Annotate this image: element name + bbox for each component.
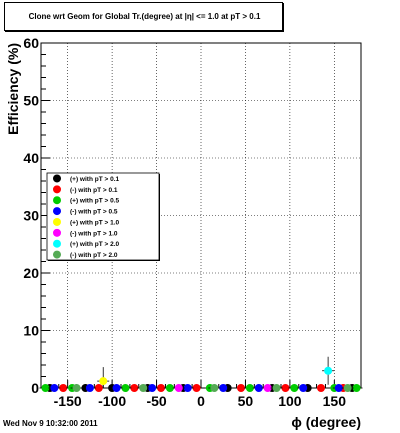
legend-marker: [53, 207, 61, 216]
x-axis-label: ϕ (degree): [291, 414, 361, 430]
y-tick-label: 20: [23, 265, 39, 281]
legend-entry: (+) with pT > 0.1: [70, 176, 120, 183]
x-tick-label: 150: [323, 393, 347, 409]
legend-entry: (-) with pT > 0.1: [70, 187, 118, 194]
legend-marker: [53, 239, 61, 248]
x-tick-label: 0: [197, 393, 205, 409]
legend-entry: (+) with pT > 1.0: [70, 219, 120, 226]
data-point: [183, 384, 192, 392]
data-point: [210, 384, 219, 392]
legend-marker: [53, 196, 61, 205]
data-point: [263, 384, 272, 392]
data-point: [237, 384, 245, 392]
data-point: [165, 384, 174, 392]
y-tick-label: 0: [31, 380, 39, 396]
data-point: [290, 384, 299, 392]
data-point: [94, 384, 103, 392]
x-tick-label: 100: [278, 393, 302, 409]
data-point: [99, 377, 108, 386]
legend-marker: [53, 185, 61, 194]
data-point: [112, 384, 121, 392]
legend-marker: [53, 217, 61, 226]
data-point: [192, 384, 201, 392]
legend-entry: (-) with pT > 0.5: [70, 209, 118, 216]
legend-marker: [53, 228, 61, 237]
data-point: [148, 384, 157, 392]
legend-marker: [53, 174, 61, 183]
data-point: [317, 384, 325, 392]
x-tick-label: 50: [238, 393, 254, 409]
chart-title-box: Clone wrt Geom for Global Tr.(degree) at…: [4, 2, 283, 31]
legend-entry: (+) with pT > 2.0: [70, 241, 120, 248]
data-point: [41, 384, 50, 392]
data-point: [50, 384, 59, 392]
data-point: [174, 384, 183, 392]
data-point: [85, 384, 94, 392]
data-point: [352, 384, 361, 392]
y-tick-label: 40: [23, 150, 39, 166]
legend-entry: (+) with pT > 0.5: [70, 198, 120, 205]
data-point: [254, 384, 263, 392]
data-point: [334, 384, 343, 392]
data-point: [281, 384, 290, 392]
y-tick-label: 50: [23, 93, 39, 109]
x-tick-label: -100: [98, 393, 126, 409]
data-point: [272, 384, 281, 392]
data-point: [343, 384, 352, 392]
data-point: [139, 384, 148, 392]
y-tick-label: 10: [23, 323, 39, 339]
data-point: [157, 384, 165, 392]
legend-entry: (-) with pT > 1.0: [70, 230, 118, 237]
data-point: [324, 366, 333, 375]
data-point: [130, 384, 139, 392]
y-axis-label: Efficiency (%): [5, 43, 21, 135]
legend-marker: [53, 250, 61, 259]
chart-title: Clone wrt Geom for Global Tr.(degree) at…: [28, 12, 261, 21]
data-point: [121, 384, 130, 392]
timestamp-footer: Wed Nov 9 10:32:00 2011: [3, 419, 98, 428]
legend-box: [46, 172, 160, 261]
y-tick-label: 60: [23, 35, 39, 51]
legend-entry: (-) with pT > 2.0: [70, 252, 118, 259]
y-tick-label: 30: [23, 208, 39, 224]
data-point: [72, 384, 81, 392]
data-point: [219, 384, 228, 392]
x-tick-label: -150: [54, 393, 82, 409]
data-point: [59, 384, 68, 392]
data-point: [245, 384, 254, 392]
data-point: [299, 384, 308, 392]
x-tick-label: -50: [146, 393, 166, 409]
